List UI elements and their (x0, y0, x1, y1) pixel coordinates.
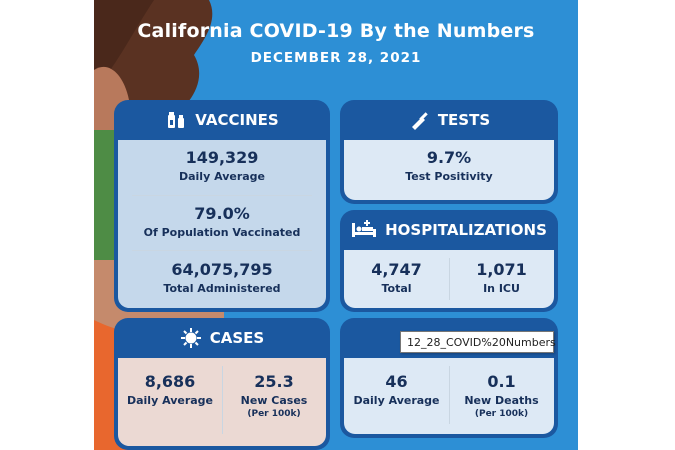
cases-new-per-100k: 25.3 New Cases (Per 100k) (222, 372, 326, 419)
stat-label: In ICU (483, 282, 520, 295)
test-positivity: 9.7% Test Positivity (344, 148, 554, 183)
tests-card: TESTS 9.7% Test Positivity (340, 100, 558, 204)
divider (132, 250, 312, 251)
hospitalizations-total: 4,747 Total (344, 260, 449, 295)
stat-value: 25.3 (254, 372, 294, 391)
covid-infographic: California COVID-19 By the Numbers DECEM… (94, 0, 578, 450)
cases-body: 8,686 Daily Average 25.3 New Cases (Per … (118, 358, 326, 446)
stat-label: New Deaths (464, 394, 539, 407)
cases-daily-average: 8,686 Daily Average (118, 372, 222, 407)
vaccine-vial-icon (165, 109, 187, 131)
tests-heading: TESTS (437, 111, 491, 129)
hospitalizations-body: 4,747 Total 1,071 In ICU (344, 250, 554, 308)
tests-body: 9.7% Test Positivity (344, 140, 554, 200)
divider (222, 366, 223, 434)
vaccines-total-administered: 64,075,795 Total Administered (118, 260, 326, 295)
hospitalizations-header: HOSPITALIZATIONS (340, 210, 558, 250)
image-tooltip: 12_28_COVID%20Numbers (400, 331, 556, 353)
stat-label: Daily Average (353, 394, 440, 407)
vaccines-population-vaccinated: 79.0% Of Population Vaccinated (118, 204, 326, 239)
virus-icon (180, 327, 202, 349)
vaccines-card: VACCINES 149,329 Daily Average 79.0% Of … (114, 100, 330, 312)
stat-note: (Per 100k) (474, 409, 529, 419)
test-tube-icon (408, 109, 430, 131)
cases-card: CASES 8,686 Daily Average 25.3 New Cases… (114, 318, 330, 450)
stat-value: 79.0% (194, 204, 250, 223)
stat-label: Total (381, 282, 412, 295)
report-date: DECEMBER 28, 2021 (250, 50, 422, 66)
deaths-daily-average: 46 Daily Average (344, 372, 449, 407)
deaths-new-per-100k: 0.1 New Deaths (Per 100k) (449, 372, 554, 419)
hospital-bed-icon (351, 220, 377, 240)
stat-label: New Cases (240, 394, 308, 407)
divider (449, 258, 450, 300)
stat-value: 149,329 (185, 148, 259, 167)
stat-value: 9.7% (426, 148, 472, 167)
stat-note: (Per 100k) (247, 409, 301, 419)
page-title: California COVID-19 By the Numbers (137, 20, 535, 42)
stat-value: 1,071 (476, 260, 527, 279)
stat-value: 64,075,795 (171, 260, 273, 279)
stat-value: 4,747 (371, 260, 422, 279)
stat-label: Daily Average (126, 394, 214, 407)
divider (449, 366, 450, 424)
cases-header: CASES (114, 318, 330, 358)
cases-heading: CASES (209, 329, 265, 347)
stat-label: Test Positivity (405, 170, 493, 183)
divider (132, 195, 312, 196)
stat-value: 46 (385, 372, 408, 391)
hospitalizations-heading: HOSPITALIZATIONS (385, 221, 547, 239)
vaccines-daily-average: 149,329 Daily Average (118, 148, 326, 183)
stat-label: Daily Average (178, 170, 266, 183)
tests-header: TESTS (340, 100, 558, 140)
hospitalizations-card: HOSPITALIZATIONS 4,747 Total 1,071 In IC… (340, 210, 558, 312)
hospitalizations-icu: 1,071 In ICU (449, 260, 554, 295)
stat-value: 8,686 (144, 372, 196, 391)
stat-label: Of Population Vaccinated (143, 226, 301, 239)
stat-label: Total Administered (163, 282, 281, 295)
stat-value: 0.1 (487, 372, 516, 391)
deaths-body: 46 Daily Average 0.1 New Deaths (Per 100… (344, 358, 554, 434)
vaccines-header: VACCINES (114, 100, 330, 140)
vaccines-heading: VACCINES (195, 111, 279, 129)
vaccines-body: 149,329 Daily Average 79.0% Of Populatio… (118, 140, 326, 308)
